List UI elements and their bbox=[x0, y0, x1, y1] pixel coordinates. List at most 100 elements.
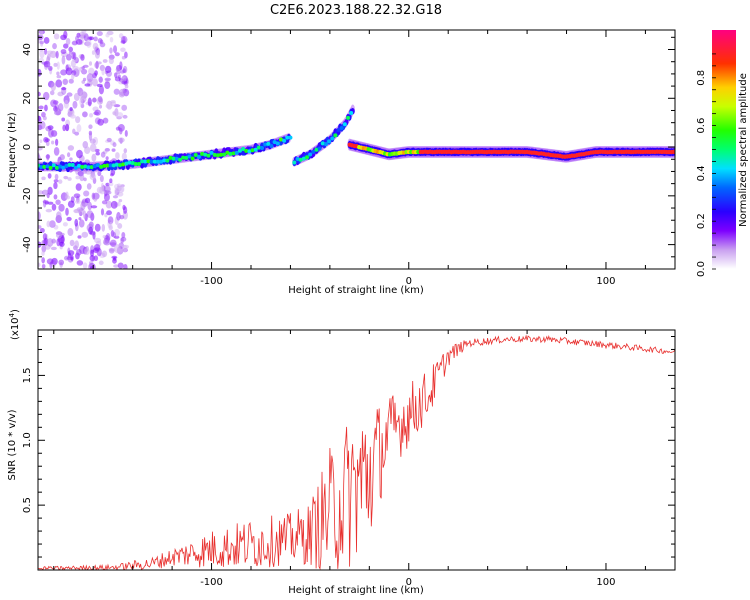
heatmap-noise-cell bbox=[47, 173, 52, 179]
heatmap-noise-cell bbox=[123, 264, 128, 269]
heatmap-noise-cell bbox=[65, 123, 70, 132]
heatmap-noise-cell bbox=[65, 53, 72, 61]
heatmap-noise-cell bbox=[97, 118, 104, 126]
heatmap-noise-cell bbox=[44, 104, 48, 112]
heatmap-noise-cell bbox=[104, 65, 112, 74]
heatmap-noise-cell bbox=[116, 112, 124, 119]
heatmap-noise-cell bbox=[124, 130, 128, 137]
heatmap-core-cell bbox=[118, 163, 123, 168]
heatmap-core-cell bbox=[114, 162, 119, 167]
x-tick-label: -100 bbox=[200, 577, 223, 588]
heatmap-noise-cell bbox=[41, 111, 46, 118]
heatmap-core-cell bbox=[193, 153, 198, 158]
heatmap-noise-cell bbox=[63, 99, 69, 109]
heatmap-noise-cell bbox=[65, 191, 69, 199]
heatmap-noise-cell bbox=[116, 185, 122, 192]
heatmap-noise-cell bbox=[38, 262, 41, 268]
heatmap-noise-cell bbox=[121, 152, 127, 161]
heatmap-core-cell bbox=[203, 152, 208, 157]
colorbar-ticks: 0.0 0.2 0.4 0.6 0.8 bbox=[696, 53, 716, 277]
heatmap-noise-cell bbox=[67, 200, 75, 208]
heatmap-core-cell bbox=[124, 161, 129, 166]
heatmap-noise-cell bbox=[53, 147, 60, 156]
heatmap-noise-cell bbox=[108, 181, 114, 187]
heatmap-noise-cell bbox=[88, 124, 93, 130]
heatmap-noise-cell bbox=[69, 239, 75, 247]
heatmap-noise-cell bbox=[78, 219, 85, 228]
heatmap-core-cell bbox=[39, 165, 44, 170]
colorbar: 0.0 0.2 0.4 0.6 0.8 Normalized spectral ampl… bbox=[696, 30, 749, 277]
heatmap-core-cell bbox=[244, 148, 249, 153]
heatmap-noise-cell bbox=[63, 43, 69, 49]
heatmap-noise-cell bbox=[39, 30, 44, 37]
heatmap-noise-cell bbox=[65, 37, 71, 45]
heatmap-core-cell bbox=[70, 163, 75, 168]
snr-xlabel: Height of straight line (km) bbox=[288, 585, 424, 596]
heatmap-noise-cell bbox=[100, 182, 104, 192]
heatmap-noise-cell bbox=[105, 200, 113, 209]
heatmap-noise-cell bbox=[39, 227, 45, 233]
heatmap-noise-cell bbox=[93, 36, 98, 42]
heatmap-core-cell bbox=[133, 161, 138, 166]
heatmap-core-cell bbox=[155, 159, 160, 164]
heatmap-noise-cell bbox=[58, 179, 63, 184]
heatmap-noise-cell bbox=[114, 187, 118, 196]
heatmap-noise-cell bbox=[105, 156, 109, 161]
heatmap-core-cell bbox=[73, 165, 78, 170]
heatmap-core-cell bbox=[165, 158, 170, 163]
heatmap-core-cell bbox=[92, 164, 97, 169]
heatmap-noise-cell bbox=[42, 91, 50, 101]
heatmap-core-cell bbox=[86, 165, 91, 170]
heatmap-noise-cell bbox=[122, 114, 128, 119]
y-tick-label: 40 bbox=[22, 43, 33, 56]
heatmap-noise-cell bbox=[89, 113, 93, 118]
heatmap-noise-cell bbox=[55, 50, 59, 59]
heatmap-noise-cell bbox=[38, 68, 42, 77]
heatmap-noise-cell bbox=[84, 247, 90, 256]
heatmap-noise-cell bbox=[53, 179, 59, 183]
heatmap-noise-cell bbox=[42, 116, 47, 121]
heatmap-core-cell bbox=[77, 163, 82, 168]
snr-frame bbox=[37, 329, 676, 571]
heatmap-noise-cell bbox=[68, 78, 74, 84]
heatmap-noise-cell bbox=[84, 197, 91, 204]
heatmap-noise-cell bbox=[75, 35, 80, 42]
y-tick-label: 0.5 bbox=[22, 497, 33, 513]
heatmap-noise-cell bbox=[102, 234, 107, 239]
heatmap-noise-cell bbox=[72, 68, 80, 77]
heatmap-noise-cell bbox=[78, 217, 82, 221]
heatmap-noise-cell bbox=[38, 105, 44, 110]
heatmap-core-cell bbox=[222, 152, 227, 157]
heatmap-core-cell bbox=[314, 147, 319, 152]
heatmap-noise-cell bbox=[109, 36, 114, 43]
heatmap-noise-cell bbox=[60, 49, 67, 55]
heatmap-noise-cell bbox=[89, 254, 95, 262]
heatmap-core-cell bbox=[247, 149, 252, 154]
heatmap-noise-cell bbox=[80, 201, 86, 211]
heatmap-core-cell bbox=[231, 151, 236, 156]
heatmap-noise-cell bbox=[50, 246, 57, 251]
heatmap-noise-cell bbox=[103, 193, 110, 202]
heatmap-noise-cell bbox=[53, 181, 58, 190]
heatmap-noise-cell bbox=[83, 190, 90, 197]
heatmap-noise-cell bbox=[53, 194, 58, 200]
heatmap-noise-cell bbox=[51, 203, 57, 211]
heatmap-core-cell bbox=[130, 161, 135, 166]
heatmap-noise-cell bbox=[75, 175, 80, 180]
heatmap-noise-cell bbox=[112, 195, 119, 199]
heatmap-core-cell bbox=[127, 160, 132, 165]
heatmap-noise-cell bbox=[58, 259, 65, 266]
spectrogram-xlabel: Height of straight line (km) bbox=[288, 285, 424, 296]
colorbar-tick-label: 0.2 bbox=[696, 213, 707, 229]
heatmap-noise-cell bbox=[92, 42, 99, 51]
heatmap-noise-cell bbox=[56, 75, 62, 79]
heatmap-noise-cell bbox=[88, 132, 93, 141]
snr-ticks: -100 0 100 0.5 1.0 1.5 bbox=[22, 330, 675, 588]
heatmap-noise-cell bbox=[54, 110, 62, 116]
heatmap-noise-cell bbox=[102, 239, 109, 245]
heatmap-noise-cell bbox=[90, 205, 98, 209]
heatmap-noise-cell bbox=[109, 239, 117, 248]
heatmap-core-cell bbox=[225, 150, 230, 155]
heatmap-noise-cell bbox=[92, 78, 98, 87]
heatmap-noise-cell bbox=[84, 146, 91, 155]
